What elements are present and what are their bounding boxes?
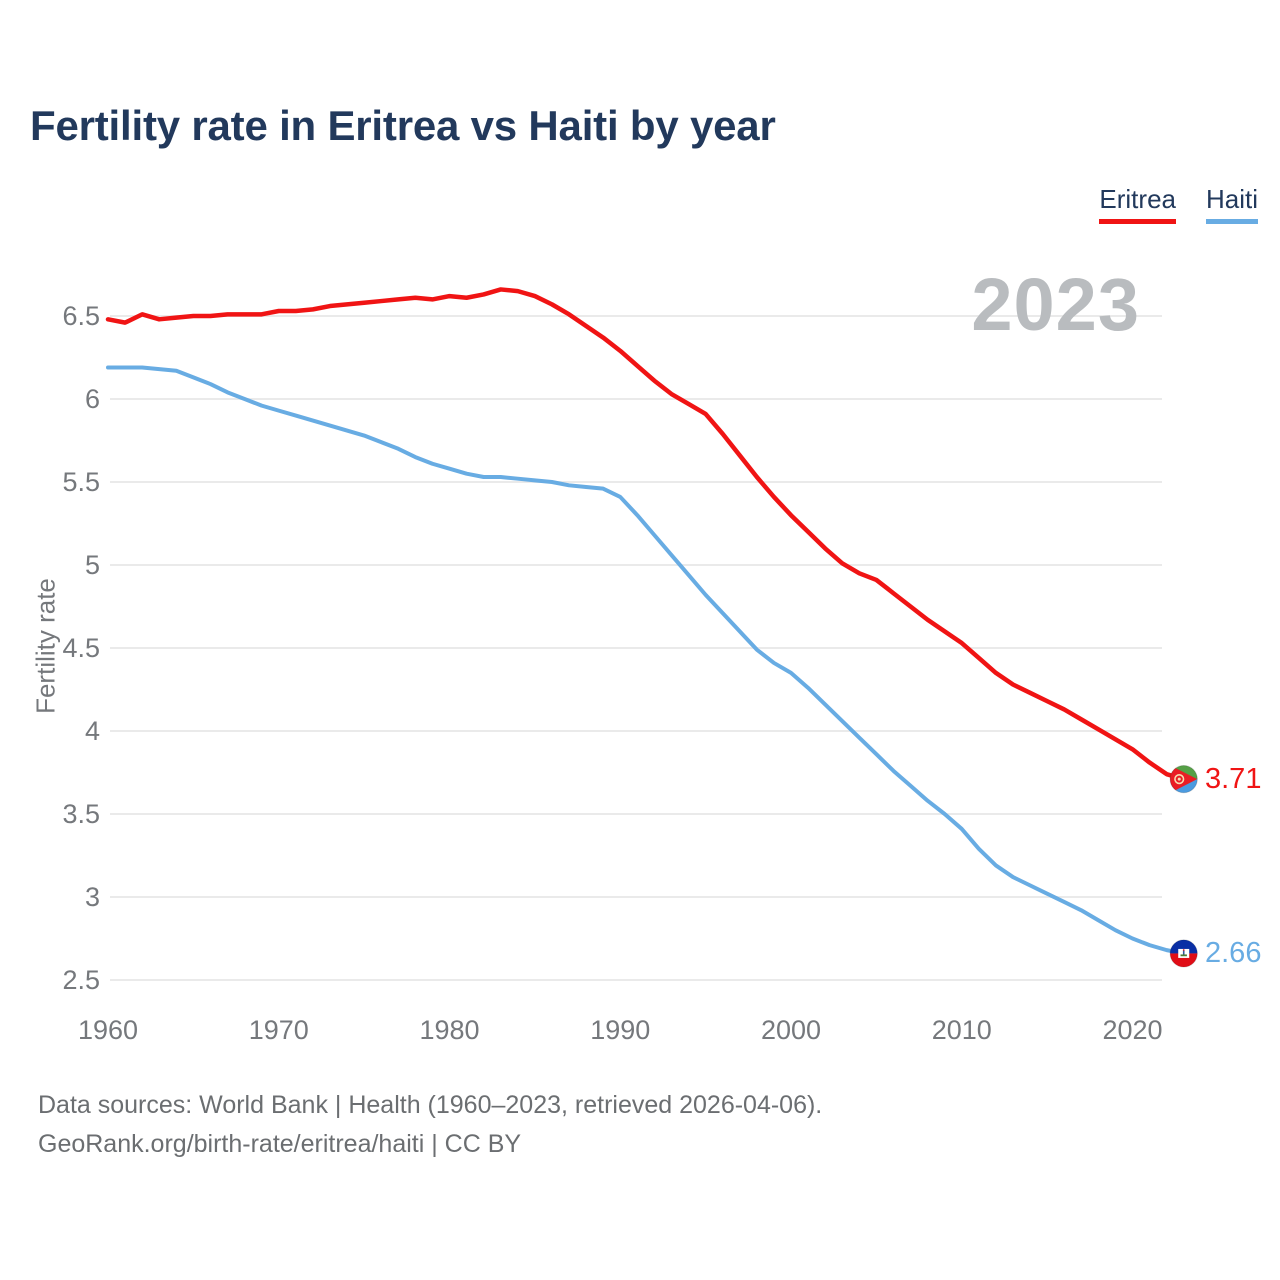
legend-color-bar — [1205, 219, 1258, 224]
y-tick-label: 6 — [84, 384, 100, 414]
y-tick-label: 3 — [84, 882, 100, 912]
y-tick-label: 6.5 — [62, 301, 100, 331]
eritrea-flag-marker — [1169, 765, 1198, 794]
legend-label: Eritrea — [1099, 184, 1176, 214]
page-title: Fertility rate in Eritrea vs Haiti by ye… — [30, 102, 776, 149]
haiti-end-value: 2.66 — [1205, 937, 1262, 970]
y-tick-label: 4.5 — [62, 633, 100, 663]
legend-label: Haiti — [1205, 184, 1258, 214]
y-tick-label: 4 — [84, 716, 100, 746]
x-tick-label: 2000 — [760, 1015, 822, 1045]
legend-item-haiti[interactable]: Haiti — [1205, 184, 1258, 224]
eritrea-line — [105, 287, 1186, 782]
y-tick-label: 5.5 — [62, 467, 100, 497]
legend-item-eritrea[interactable]: Eritrea — [1099, 184, 1176, 224]
x-tick-label: 1970 — [248, 1015, 309, 1045]
haiti-flag-marker — [1169, 939, 1198, 968]
x-tick-label: 2020 — [1102, 1015, 1163, 1045]
x-tick-label: 2010 — [931, 1015, 992, 1045]
y-tick-label: 5 — [84, 550, 100, 580]
footer-link-line: GeoRank.org/birth-rate/eritrea/haiti | C… — [38, 1130, 522, 1158]
x-tick-label: 1980 — [419, 1015, 480, 1045]
legend-color-bar — [1099, 219, 1176, 224]
footer: Data sources: World Bank | Health (1960–… — [38, 1086, 822, 1164]
y-tick-label: 2.5 — [62, 965, 100, 995]
x-tick-label: 1990 — [590, 1015, 651, 1045]
x-tick-label: 1960 — [77, 1015, 139, 1045]
footer-source-line: Data sources: World Bank | Health (1960–… — [38, 1091, 823, 1119]
y-tick-label: 3.5 — [62, 799, 100, 829]
watermark-year: 2023 — [971, 263, 1140, 346]
eritrea-end-value: 3.71 — [1205, 763, 1262, 796]
legend: Eritrea Haiti — [1099, 184, 1258, 224]
haiti-line — [106, 365, 1186, 956]
